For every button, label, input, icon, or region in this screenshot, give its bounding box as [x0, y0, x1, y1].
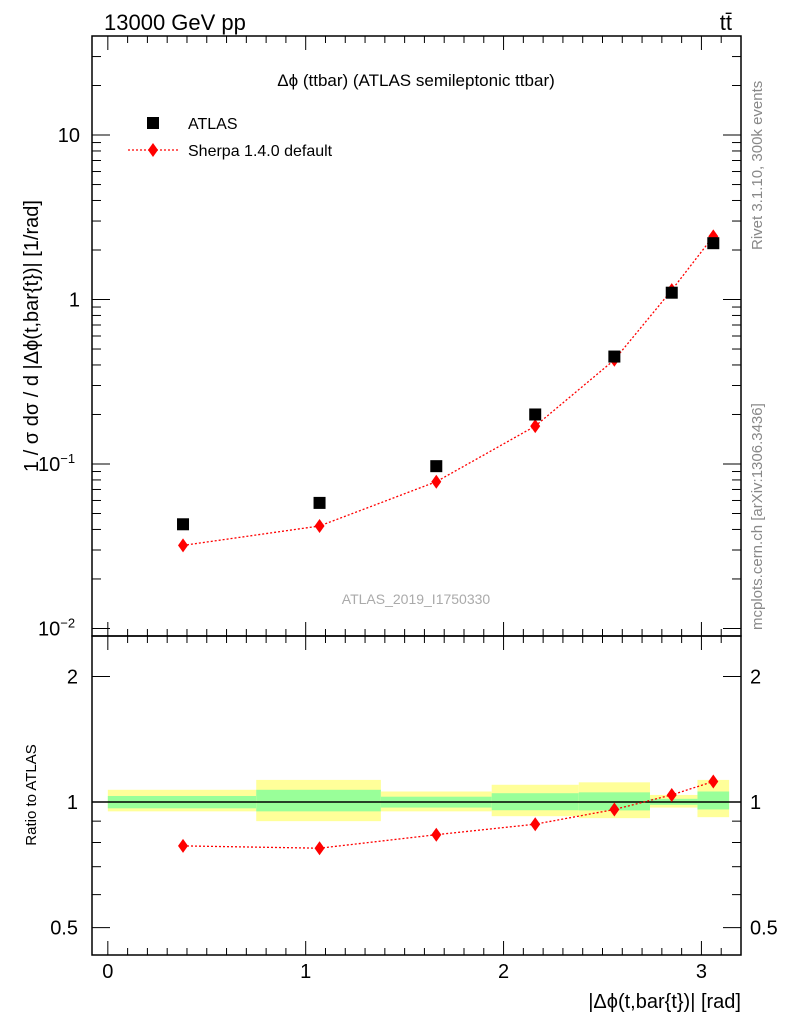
ratio-plot-frame [91, 635, 742, 956]
atlas-point [313, 496, 326, 509]
inner-uncertainty-band [256, 789, 381, 812]
ratio-y-tick-label-right: 0.5 [750, 918, 778, 940]
sherpa-ratio-point [314, 841, 325, 856]
legend-sherpa-marker [148, 143, 158, 157]
ratio-plot-marks [178, 774, 719, 856]
legend-sherpa-label: Sherpa 1.4.0 default [188, 143, 333, 160]
main-y-tick-labels: 10−2 10−1 1 10 [38, 125, 80, 640]
main-y-tick-label: 10−2 [38, 615, 75, 640]
ratio-y-tick-labels: 0.5 0.5 1 1 2 2 [50, 666, 778, 939]
x-tick-label: 3 [696, 961, 707, 983]
x-tick-labels: 0 1 2 3 [102, 961, 707, 983]
ratio-plot-panel: Ratio to ATLAS 0.5 0.5 1 1 2 2 0 1 2 3 |Δϕ(t,bar… [23, 635, 778, 1013]
process-label: tt̄ [720, 10, 732, 35]
sherpa-ratio-point [530, 817, 541, 832]
sherpa-ratio-point [666, 787, 677, 802]
atlas-point [177, 518, 190, 531]
sherpa-ratio-point [178, 838, 189, 853]
ratio-y-tick-label-left: 1 [67, 792, 78, 814]
sherpa-point [431, 474, 442, 489]
main-y-tick-label: 10 [58, 125, 80, 147]
plot-title: Δϕ (ttbar) (ATLAS semileptonic ttbar) [277, 71, 555, 90]
ratio-y-tick-label-left: 2 [67, 666, 78, 688]
legend: ATLAS Sherpa 1.4.0 default [128, 116, 333, 160]
atlas-point [707, 237, 720, 250]
sherpa-line [182, 236, 714, 547]
main-plot-panel: Δϕ (ttbar) (ATLAS semileptonic ttbar) AT… [21, 35, 742, 640]
atlas-point [608, 350, 621, 363]
sherpa-ratio-point [708, 774, 719, 789]
x-tick-label: 0 [102, 961, 113, 983]
main-y-tick-label: 1 [69, 290, 80, 312]
ratio-y-tick-label-left: 0.5 [50, 918, 78, 940]
legend-atlas-label: ATLAS [188, 116, 238, 133]
sherpa-point [178, 538, 189, 553]
main-plot-marks [177, 229, 720, 553]
uncertainty-bands [107, 779, 730, 822]
sherpa-ratio-point [431, 827, 442, 842]
sherpa-ratio-point [609, 802, 620, 817]
rivet-label: Rivet 3.1.10, 300k events [749, 81, 766, 250]
atlas-point [529, 408, 542, 421]
analysis-watermark: ATLAS_2019_I1750330 [342, 591, 491, 607]
energy-label: 13000 GeV pp [104, 10, 246, 35]
main-plot-axes [92, 35, 742, 637]
ratio-y-tick-label-right: 2 [750, 666, 761, 688]
ratio-y-axis-label: Ratio to ATLAS [23, 744, 40, 845]
x-axis-label: |Δϕ(t,bar{t})| [rad] [588, 991, 741, 1013]
sherpa-point [314, 518, 325, 533]
source-label: mcplots.cern.ch [arXiv:1306.3436] [749, 403, 766, 630]
atlas-point [665, 286, 678, 299]
inner-uncertainty-band [697, 791, 730, 810]
legend-atlas-marker [147, 117, 159, 129]
atlas-point [430, 460, 443, 473]
main-y-axis-label: 1 / σ dσ / d |Δϕ(t,bar{t})| [1/rad] [21, 200, 43, 472]
sherpa-point [530, 419, 541, 434]
x-tick-label: 1 [300, 961, 311, 983]
main-y-tick-label: 10−1 [38, 451, 75, 476]
x-tick-label: 2 [498, 961, 509, 983]
ratio-y-tick-label-right: 1 [750, 792, 761, 814]
